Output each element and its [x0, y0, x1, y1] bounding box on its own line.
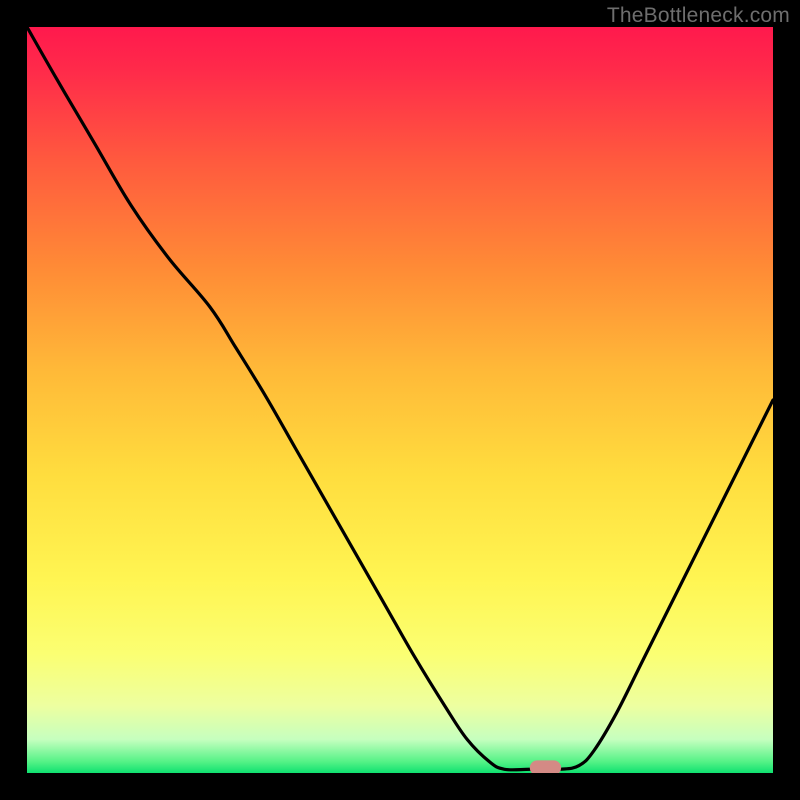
gradient-plot-area [27, 27, 773, 773]
watermark-text: TheBottleneck.com [607, 4, 790, 28]
figure-root: TheBottleneck.com [0, 0, 800, 800]
chart-svg [0, 0, 800, 800]
